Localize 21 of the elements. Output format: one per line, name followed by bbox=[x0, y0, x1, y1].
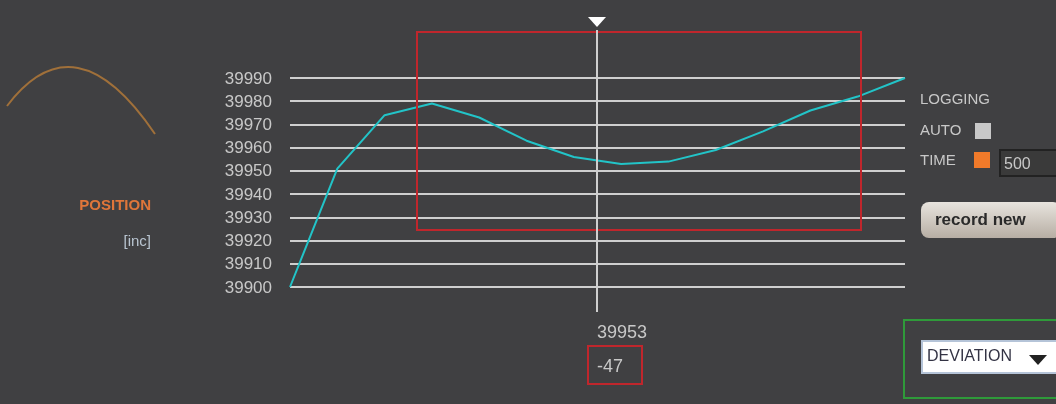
y-tick-label: 39940 bbox=[224, 184, 272, 204]
y-tick-label: 39900 bbox=[224, 277, 272, 297]
text: AUTO bbox=[920, 121, 962, 138]
y-tick-label: 39920 bbox=[224, 231, 272, 251]
y-axis-title: POSITION bbox=[79, 196, 151, 213]
text: record new bbox=[935, 210, 1026, 230]
text: DEVIATION bbox=[927, 347, 1013, 365]
line-series bbox=[289, 77, 906, 288]
y-tick-label: 39930 bbox=[224, 207, 272, 227]
y-tick-label: 39910 bbox=[224, 254, 272, 274]
text: 39953 bbox=[597, 322, 648, 343]
y-tick-label: 39950 bbox=[224, 161, 272, 181]
text: 500 bbox=[1004, 155, 1031, 173]
y-tick-label: 39970 bbox=[224, 114, 272, 134]
y-tick-label: 39980 bbox=[224, 91, 272, 111]
y-tick-label: 39990 bbox=[224, 68, 272, 88]
text: -47 bbox=[597, 356, 624, 377]
text: TIME bbox=[920, 151, 956, 168]
y-tick-label: 39960 bbox=[224, 138, 272, 158]
text: LOGGING bbox=[920, 90, 991, 107]
text: [inc] bbox=[123, 232, 151, 249]
